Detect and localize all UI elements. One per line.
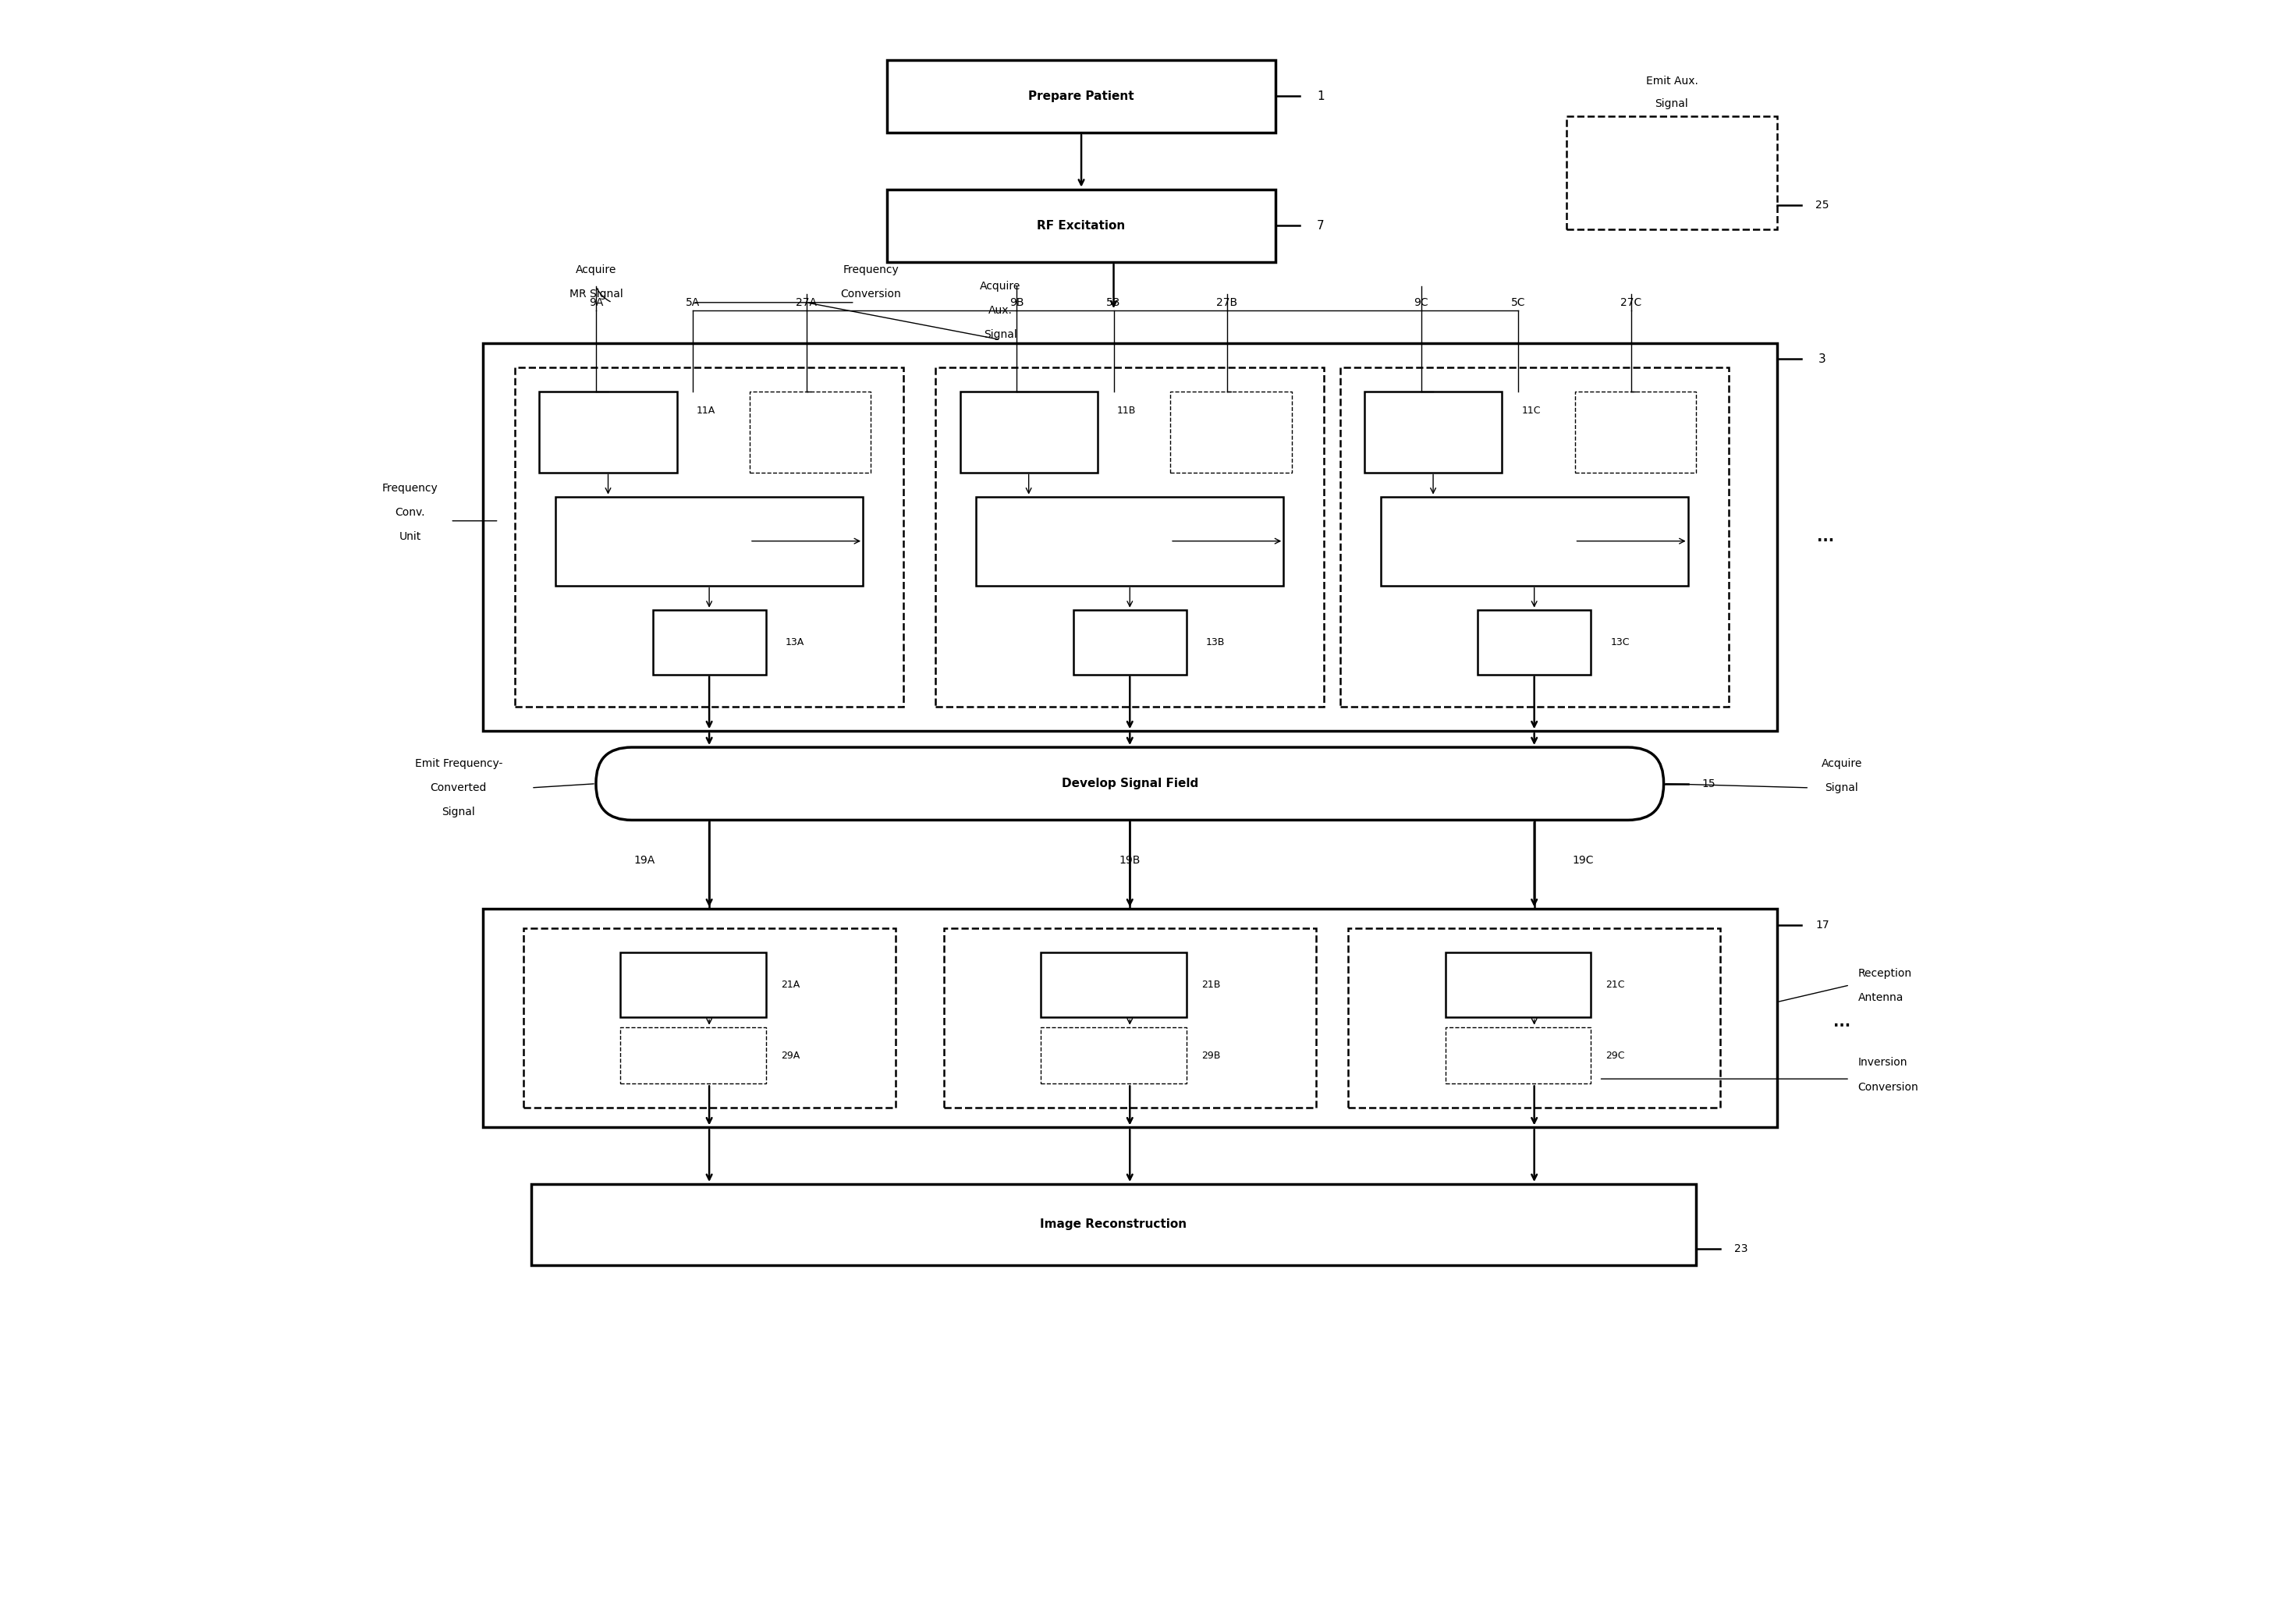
Text: 25: 25 [1815,200,1829,211]
Text: 5B: 5B [1107,297,1121,309]
Bar [1341,367,1728,706]
Text: 21A: 21A [782,979,800,991]
Text: Unit: Unit [399,531,422,542]
Bar [1364,391,1501,473]
Text: Emit Frequency-: Emit Frequency- [415,758,502,768]
Bar [960,391,1098,473]
Bar [523,929,896,1108]
Bar [555,497,862,586]
Text: Acquire: Acquire [575,265,617,276]
Text: 9C: 9C [1414,297,1428,309]
Text: 29A: 29A [782,1051,800,1060]
Bar [653,611,766,674]
Text: 13C: 13C [1611,637,1630,648]
Text: 7: 7 [1318,219,1325,232]
Bar [1348,929,1721,1108]
Text: Acquire: Acquire [1822,758,1861,768]
Bar [1073,611,1187,674]
Text: 19A: 19A [635,856,656,866]
Text: 21C: 21C [1607,979,1625,991]
Text: 9B: 9B [1008,297,1025,309]
Text: ...: ... [1818,529,1834,544]
Text: Emit Aux.: Emit Aux. [1646,75,1698,86]
Text: 21B: 21B [1201,979,1219,991]
Bar [516,367,903,706]
Bar [887,60,1274,133]
Text: Prepare Patient: Prepare Patient [1029,91,1135,102]
Text: 5A: 5A [685,297,699,309]
FancyBboxPatch shape [596,747,1664,820]
Bar [1575,391,1696,473]
Bar [621,953,766,1017]
Text: Signal: Signal [1655,97,1689,109]
Bar [1478,611,1591,674]
Text: 15: 15 [1703,778,1717,789]
Text: RF Excitation: RF Excitation [1036,219,1125,232]
Text: 29C: 29C [1607,1051,1625,1060]
Text: Conversion: Conversion [1859,1082,1918,1093]
Text: 27C: 27C [1620,297,1641,309]
Bar [532,1184,1696,1265]
Text: 11B: 11B [1116,406,1137,416]
Bar [539,391,676,473]
Text: Signal: Signal [442,807,474,817]
Text: 23: 23 [1735,1244,1749,1254]
Bar [944,929,1316,1108]
Text: 19C: 19C [1572,856,1593,866]
Text: 13A: 13A [786,637,804,648]
Text: MR Signal: MR Signal [568,289,623,300]
Bar [1041,1026,1187,1083]
Text: Conversion: Conversion [841,289,901,300]
Text: ...: ... [1834,1015,1850,1030]
Text: 5C: 5C [1510,297,1524,309]
Text: Conv.: Conv. [394,507,424,518]
Text: Frequency: Frequency [843,265,898,276]
Bar [1446,953,1591,1017]
Text: 19B: 19B [1118,856,1141,866]
Text: Inversion: Inversion [1859,1057,1907,1069]
Text: 11C: 11C [1522,406,1540,416]
Text: Acquire: Acquire [981,281,1020,292]
Text: Signal: Signal [983,330,1018,341]
Text: Frequency: Frequency [383,482,438,494]
Text: 27B: 27B [1217,297,1238,309]
Bar [484,343,1776,731]
Text: 3: 3 [1818,354,1827,365]
Bar [1041,953,1187,1017]
Bar [621,1026,766,1083]
Text: Signal: Signal [1824,783,1859,793]
Text: 1: 1 [1318,91,1325,102]
Text: Antenna: Antenna [1859,992,1902,1004]
Bar [1380,497,1687,586]
Text: Reception: Reception [1859,968,1912,979]
Text: Aux.: Aux. [988,305,1013,317]
Bar [976,497,1284,586]
Text: 11A: 11A [697,406,715,416]
Bar [887,190,1274,261]
Bar [1171,391,1293,473]
Text: 29B: 29B [1201,1051,1219,1060]
Bar [749,391,871,473]
Text: Image Reconstruction: Image Reconstruction [1041,1218,1187,1231]
Text: Converted: Converted [431,783,486,793]
Bar [935,367,1325,706]
Bar [1446,1026,1591,1083]
Text: 27A: 27A [795,297,816,309]
Text: 9A: 9A [589,297,603,309]
Text: 13B: 13B [1206,637,1224,648]
Bar [484,909,1776,1127]
Bar [1568,117,1776,229]
Text: 17: 17 [1815,919,1829,931]
Text: Develop Signal Field: Develop Signal Field [1061,778,1199,789]
